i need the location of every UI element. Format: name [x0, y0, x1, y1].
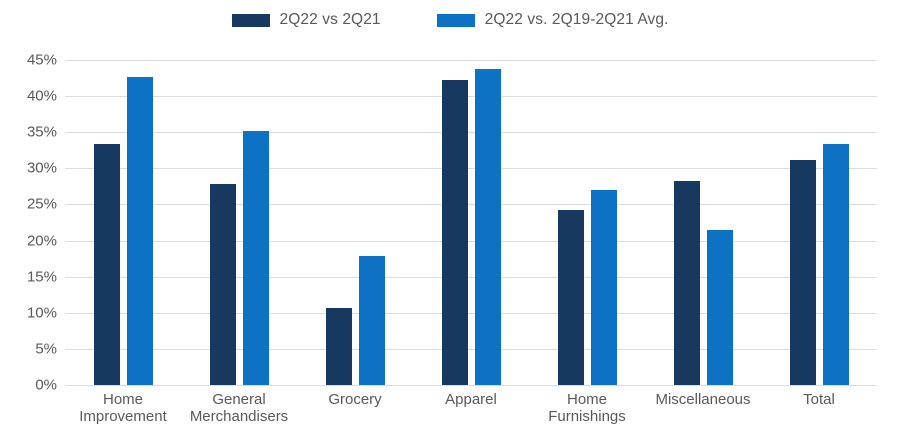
legend-label: 2Q22 vs 2Q21 [279, 11, 381, 28]
x-label-3: Apparel [445, 391, 497, 408]
gridline-25 [65, 204, 877, 206]
legend-item-0: 2Q22 vs 2Q21 [231, 11, 381, 29]
x-axis: Home Improvement General Merchandisers Gro… [65, 391, 877, 426]
legend-swatch-icon [231, 13, 270, 27]
y-tick-label-25: 25% [26, 195, 57, 213]
y-tick-label-15: 15% [26, 268, 57, 286]
bar-series1-1 [242, 130, 269, 385]
bar-series1-2 [358, 255, 385, 385]
bar-series1-3 [474, 68, 501, 385]
bar-group-0 [65, 60, 181, 385]
x-label-4: Home Furnishings [548, 391, 626, 426]
y-tick-label-30: 30% [26, 159, 57, 177]
gridline-15 [65, 276, 877, 278]
gridline-5 [65, 348, 877, 350]
bar-group-3 [413, 60, 529, 385]
bar-series0-5 [673, 181, 700, 385]
bar-series0-2 [325, 307, 352, 385]
legend-swatch-icon [436, 13, 475, 27]
bar-group-1 [181, 60, 297, 385]
bar-series1-4 [590, 190, 617, 385]
legend-label: 2Q22 vs. 2Q19-2Q21 Avg. [484, 11, 669, 28]
x-label-0: Home Improvement [79, 391, 167, 426]
x-label-1: General Merchandisers [189, 391, 289, 426]
x-label-2: Grocery [328, 391, 382, 408]
gridline-45 [65, 60, 877, 61]
legend-item-1: 2Q22 vs. 2Q19-2Q21 Avg. [436, 11, 669, 29]
y-tick-label-20: 20% [26, 232, 57, 250]
plot-area [65, 60, 877, 385]
y-axis: 0% 5% 10% 15% 20% 25% 30% 35% 40% 45% [0, 0, 57, 445]
bar-series0-0 [93, 143, 120, 385]
y-tick-label-0: 0% [35, 376, 57, 394]
bar-series0-4 [557, 209, 584, 385]
bar-series0-6 [789, 159, 816, 385]
bar-series0-3 [441, 80, 468, 385]
bar-series1-5 [706, 230, 733, 385]
gridline-30 [65, 168, 877, 170]
y-tick-label-45: 45% [26, 51, 57, 69]
chart-legend: 2Q22 vs 2Q21 2Q22 vs. 2Q19-2Q21 Avg. [0, 11, 900, 29]
y-tick-label-35: 35% [26, 123, 57, 141]
bar-series1-6 [822, 143, 849, 385]
bar-group-2 [297, 60, 413, 385]
y-tick-label-5: 5% [35, 340, 57, 358]
bar-group-5 [645, 60, 761, 385]
y-tick-label-40: 40% [26, 87, 57, 105]
x-label-6: Total [803, 391, 835, 408]
gridline-40 [65, 96, 877, 98]
y-tick-label-10: 10% [26, 304, 57, 322]
bar-group-6 [761, 60, 877, 385]
bar-group-4 [529, 60, 645, 385]
gridline-35 [65, 132, 877, 134]
bar-series0-1 [209, 183, 236, 385]
bar-series1-0 [126, 76, 153, 385]
x-label-5: Miscellaneous [655, 391, 751, 408]
gridline-10 [65, 312, 877, 314]
gridline-20 [65, 240, 877, 242]
gridline-0 [65, 385, 877, 386]
